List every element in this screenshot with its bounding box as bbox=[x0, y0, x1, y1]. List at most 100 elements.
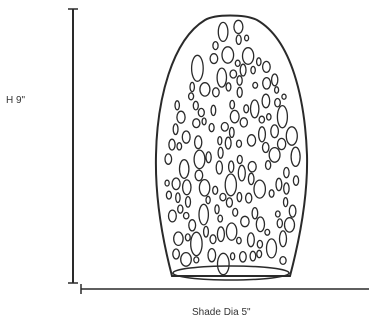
shade-outline bbox=[154, 14, 309, 277]
bubble bbox=[228, 126, 235, 139]
bubble bbox=[172, 248, 181, 260]
bubble bbox=[256, 239, 264, 249]
bubble bbox=[274, 210, 281, 218]
bubble bbox=[192, 118, 201, 129]
bubble bbox=[193, 256, 200, 264]
bubble bbox=[219, 192, 227, 202]
bubble bbox=[241, 47, 255, 65]
bubble bbox=[236, 154, 243, 165]
bubble bbox=[265, 238, 278, 259]
bubble bbox=[233, 19, 244, 35]
bubble bbox=[257, 126, 267, 143]
bubble bbox=[282, 196, 289, 208]
bubble bbox=[190, 54, 204, 82]
bubble bbox=[199, 82, 211, 97]
bubble bbox=[229, 109, 240, 124]
bubble bbox=[176, 110, 186, 124]
height-label: H 9" bbox=[6, 95, 26, 106]
shade-rim bbox=[172, 265, 290, 281]
bubble bbox=[275, 177, 283, 192]
bubble bbox=[256, 249, 263, 259]
bubble bbox=[177, 204, 184, 214]
bubble bbox=[250, 65, 256, 75]
bubble bbox=[247, 160, 257, 173]
bubble bbox=[167, 209, 177, 223]
bubble bbox=[175, 192, 181, 204]
bubble bbox=[216, 226, 226, 243]
bubble bbox=[249, 99, 260, 119]
bubble bbox=[198, 203, 210, 226]
bubble bbox=[234, 59, 241, 68]
bubble bbox=[227, 160, 235, 174]
bubble bbox=[192, 100, 199, 111]
bubble bbox=[251, 206, 259, 220]
bubble bbox=[278, 230, 288, 248]
bubble bbox=[197, 107, 205, 118]
bubble bbox=[270, 73, 279, 87]
bubble bbox=[229, 252, 236, 261]
bubble bbox=[181, 130, 191, 144]
bubble bbox=[180, 251, 192, 267]
bubble bbox=[229, 69, 238, 79]
bubble bbox=[276, 218, 284, 229]
bubble bbox=[273, 86, 280, 94]
glass-pendant-shade-icon bbox=[154, 14, 309, 281]
bubble bbox=[235, 34, 242, 46]
bubble bbox=[255, 216, 266, 233]
bubble bbox=[274, 97, 281, 108]
bubble bbox=[290, 146, 301, 168]
bubble bbox=[243, 34, 250, 42]
bubble bbox=[236, 75, 243, 86]
bubble bbox=[216, 67, 228, 88]
bubble bbox=[283, 182, 290, 195]
bubble bbox=[281, 93, 287, 100]
bubble bbox=[214, 204, 220, 215]
bubble bbox=[217, 214, 224, 223]
bubble bbox=[225, 222, 238, 241]
bubble bbox=[181, 179, 192, 196]
bubble bbox=[221, 46, 235, 64]
bubble bbox=[216, 252, 230, 276]
bubble bbox=[264, 160, 272, 171]
bubble bbox=[215, 160, 224, 175]
bubble bbox=[176, 142, 183, 151]
bubble bbox=[270, 124, 280, 139]
bubble bbox=[209, 234, 217, 245]
bubble bbox=[292, 175, 300, 186]
bubble bbox=[168, 138, 176, 151]
bubble bbox=[205, 151, 212, 164]
bubble bbox=[187, 92, 195, 101]
bubble bbox=[201, 117, 207, 126]
bubble bbox=[258, 115, 266, 124]
bubble bbox=[194, 169, 204, 182]
bubble bbox=[243, 104, 250, 114]
bubble bbox=[285, 126, 298, 146]
bubble bbox=[182, 211, 190, 220]
bubble bbox=[173, 231, 184, 247]
bubble bbox=[202, 225, 210, 238]
bubble bbox=[276, 104, 289, 129]
bubble bbox=[283, 166, 290, 179]
bubble bbox=[246, 134, 257, 147]
bubble bbox=[225, 197, 234, 208]
bubble bbox=[235, 236, 242, 245]
bubble bbox=[217, 135, 223, 146]
bubble bbox=[249, 250, 257, 262]
bubble bbox=[246, 232, 255, 248]
bubble bbox=[210, 104, 217, 117]
bubble bbox=[193, 149, 206, 170]
bubble bbox=[262, 76, 272, 90]
bubble bbox=[261, 60, 271, 74]
bubble bbox=[208, 122, 215, 133]
bubble bbox=[164, 153, 173, 165]
bubble bbox=[261, 141, 270, 154]
bubble bbox=[188, 219, 197, 232]
bubble bbox=[237, 164, 246, 182]
bubble bbox=[288, 204, 297, 218]
bubble bbox=[236, 86, 243, 98]
bubble bbox=[212, 185, 219, 195]
bubble bbox=[276, 137, 287, 151]
bubble bbox=[217, 21, 229, 43]
